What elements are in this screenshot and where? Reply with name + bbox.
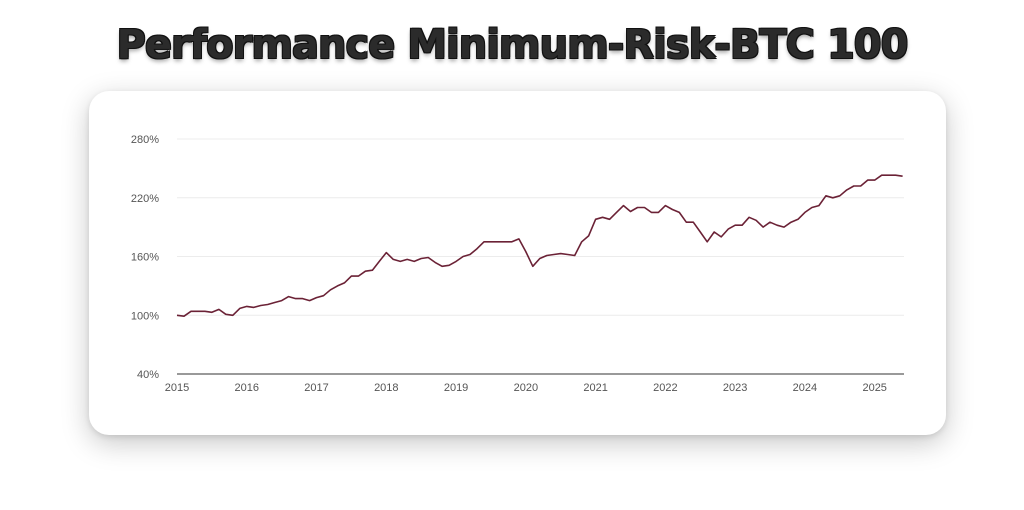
x-tick-label: 2016	[235, 382, 259, 394]
chart-card: 40% 100% 160% 220% 280% 2015 2016 2017 2018 2019…	[89, 91, 946, 435]
y-tick-label: 280%	[131, 134, 159, 146]
y-tick-label: 160%	[131, 252, 159, 264]
page-title: Performance Minimum-Risk-BTC 100	[116, 22, 909, 68]
x-tick-label: 2020	[514, 382, 538, 394]
x-tick-label: 2021	[583, 382, 607, 394]
y-axis-labels: 40% 100% 160% 220% 280%	[131, 134, 159, 381]
x-tick-label: 2024	[793, 382, 817, 394]
x-tick-label: 2017	[304, 382, 328, 394]
y-tick-label: 40%	[137, 369, 159, 381]
y-tick-label: 100%	[131, 310, 159, 322]
y-tick-label: 220%	[131, 193, 159, 205]
x-tick-label: 2015	[165, 382, 189, 394]
performance-chart: 40% 100% 160% 220% 280% 2015 2016 2017 2018 2019…	[131, 134, 904, 394]
x-tick-label: 2022	[653, 382, 677, 394]
x-axis-labels: 2015 2016 2017 2018 2019 2020 2021 2022 2023 2024…	[165, 382, 887, 394]
x-tick-label: 2023	[723, 382, 747, 394]
x-tick-label: 2018	[374, 382, 398, 394]
gridlines	[177, 138, 904, 375]
x-tick-label: 2025	[862, 382, 886, 394]
series-line	[176, 174, 903, 317]
x-tick-label: 2019	[444, 382, 468, 394]
